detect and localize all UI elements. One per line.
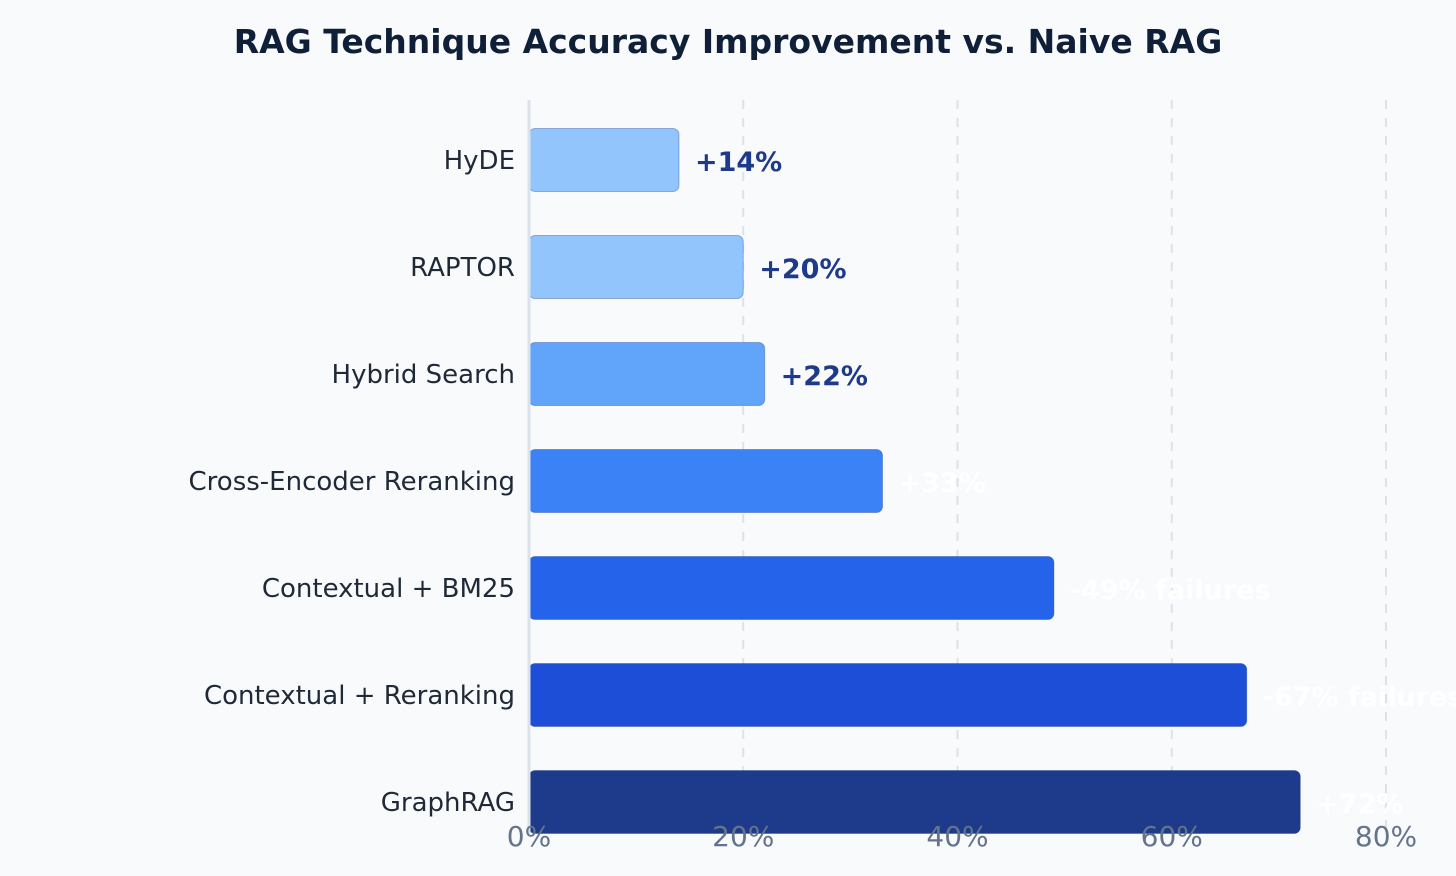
data-label: +20% [759, 254, 846, 285]
bar [528, 556, 1055, 620]
bar [528, 128, 680, 192]
data-label: -67% failures [1263, 682, 1456, 713]
data-label: -49% failures [1070, 575, 1271, 606]
category-label: Hybrid Search [332, 360, 515, 390]
bar [528, 342, 766, 406]
x-tick-label: 0% [507, 820, 551, 853]
bar [528, 235, 744, 299]
category-label: Contextual + BM25 [262, 574, 515, 604]
category-label: GraphRAG [381, 788, 515, 818]
category-label: Cross-Encoder Reranking [189, 467, 515, 497]
data-label: +14% [695, 147, 782, 178]
chart-title: RAG Technique Accuracy Improvement vs. N… [233, 22, 1223, 61]
category-label: Contextual + Reranking [204, 681, 515, 711]
x-tick-label: 40% [926, 820, 988, 853]
x-tick-label: 80% [1355, 820, 1417, 853]
bar [528, 663, 1248, 727]
data-label: +33% [899, 468, 986, 499]
bar [528, 449, 884, 513]
x-tick-label: 60% [1141, 820, 1203, 853]
category-label: RAPTOR [410, 253, 515, 283]
data-label: +22% [781, 361, 868, 392]
x-tick-label: 20% [712, 820, 774, 853]
category-label: HyDE [444, 146, 515, 176]
data-label: +72% [1316, 789, 1403, 820]
